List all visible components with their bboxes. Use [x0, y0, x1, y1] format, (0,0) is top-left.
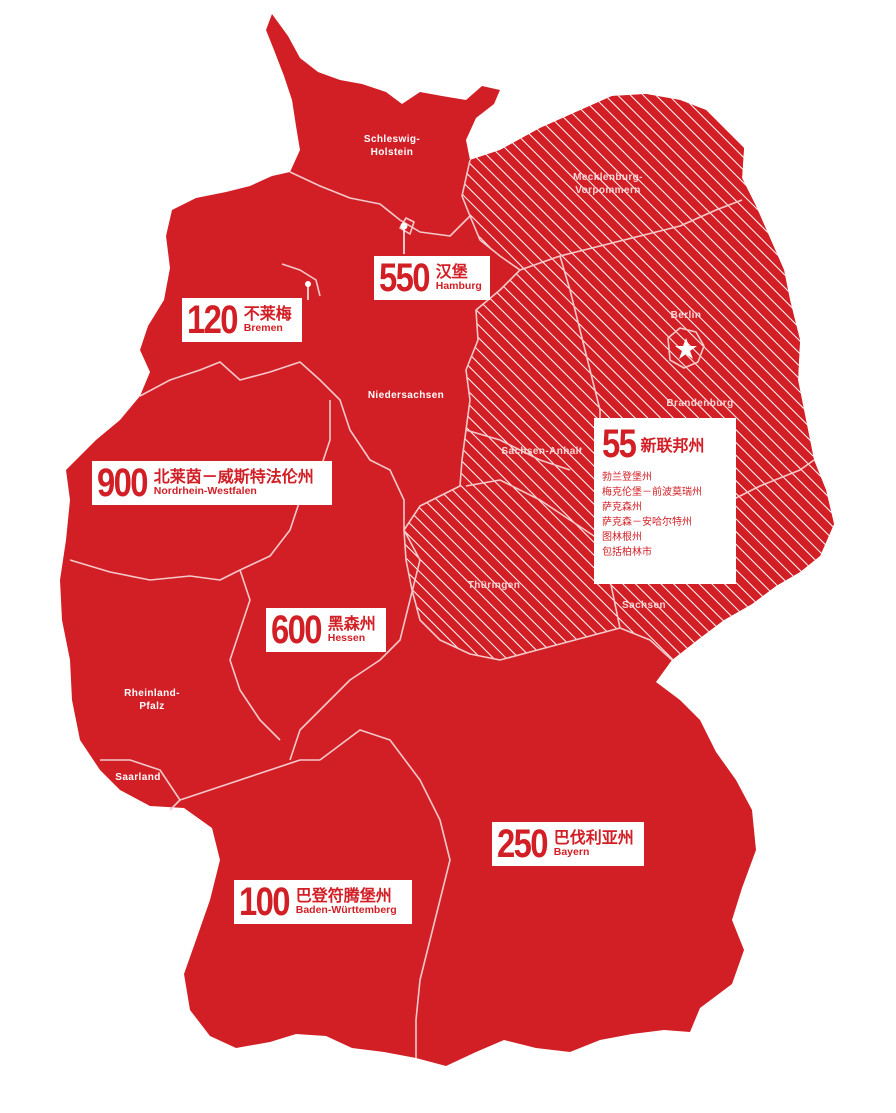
list-item: 包括柏林市	[602, 547, 652, 558]
border-bw-by	[319, 729, 451, 1058]
state-label-sachsen-anhalt: Sachsen-Anhalt	[501, 446, 582, 457]
border-hh	[399, 217, 415, 235]
state-label-berlin: Berlin	[671, 310, 702, 321]
hessen-en: Hessen	[327, 631, 366, 644]
bremen-value: 120	[187, 298, 238, 342]
east-value: 55	[602, 422, 637, 466]
bw-value: 100	[239, 880, 290, 924]
label-hamburg: 550 汉堡 Hamburg	[374, 256, 490, 300]
nrw-en: Nordrhein-Westfalen	[153, 484, 257, 497]
border-he-rp	[229, 569, 281, 741]
east-state-list: 勃兰登堡州 梅克伦堡－前波莫瑞州 萨克森州 萨克森－安哈尔特州 图林根州 包括柏…	[602, 470, 728, 560]
list-item: 勃兰登堡州	[602, 472, 652, 483]
label-nrw: 900 北莱茵－威斯特法伦州 Nordrhein-Westfalen	[92, 461, 332, 505]
list-item: 图林根州	[602, 532, 642, 543]
border-sh-ni	[289, 171, 471, 237]
label-bayern: 250 巴伐利亚州 Bayern	[492, 822, 644, 866]
state-label-schleswig-holstein: Schleswig-Holstein	[364, 134, 420, 158]
bayern-value: 250	[497, 822, 548, 866]
label-bremen: 120 不莱梅 Bremen	[182, 298, 302, 342]
label-hessen: 600 黑森州 Hessen	[266, 608, 386, 652]
bremen-en: Bremen	[243, 321, 283, 334]
bayern-en: Bayern	[553, 845, 590, 858]
state-label-brandenburg: Brandenburg	[666, 398, 733, 409]
label-new-federal-states: 55 新联邦州 勃兰登堡州 梅克伦堡－前波莫瑞州 萨克森州 萨克森－安哈尔特州 …	[594, 418, 736, 584]
label-baden-wuerttemberg: 100 巴登符腾堡州 Baden-Württemberg	[234, 880, 412, 924]
nrw-value: 900	[97, 461, 148, 505]
hamburg-cn: 汉堡	[435, 261, 468, 281]
nrw-cn: 北莱茵－威斯特法伦州	[153, 466, 314, 486]
border-ni-nrw	[139, 361, 405, 530]
hamburg-value: 550	[379, 256, 430, 300]
border-sl	[100, 759, 181, 811]
border-nrw-rp	[69, 559, 241, 581]
east-cn: 新联邦州	[640, 436, 705, 455]
hessen-cn: 黑森州	[327, 613, 376, 633]
bremen-cn: 不莱梅	[243, 303, 292, 323]
border-st-th	[465, 429, 571, 471]
state-label-saarland: Saarland	[115, 772, 160, 783]
state-label-niedersachsen: Niedersachsen	[368, 390, 444, 401]
bw-cn: 巴登符腾堡州	[295, 885, 392, 905]
border-st-bb	[559, 255, 601, 440]
border-hb	[281, 263, 321, 297]
list-item: 萨克森－安哈尔特州	[602, 517, 692, 528]
hessen-value: 600	[271, 608, 322, 652]
border-berlin	[667, 327, 705, 369]
state-label-thueringen: Thüringen	[468, 580, 520, 591]
state-label-sachsen: Sachsen	[622, 600, 666, 611]
list-item: 梅克伦堡－前波莫瑞州	[602, 487, 702, 498]
berlin-star-icon	[675, 338, 697, 359]
bayern-cn: 巴伐利亚州	[553, 827, 634, 847]
border-rp-bw	[179, 759, 320, 801]
state-label-rheinland-pfalz: Rheinland-Pfalz	[124, 688, 180, 712]
border-east-west	[403, 159, 673, 661]
border-he-by	[289, 529, 421, 761]
bw-en: Baden-Württemberg	[295, 903, 397, 916]
hamburg-en: Hamburg	[435, 279, 482, 292]
list-item: 萨克森州	[602, 502, 642, 513]
state-label-mecklenburg-vorpommern: Mecklenburg-Vorpommern	[573, 172, 643, 196]
